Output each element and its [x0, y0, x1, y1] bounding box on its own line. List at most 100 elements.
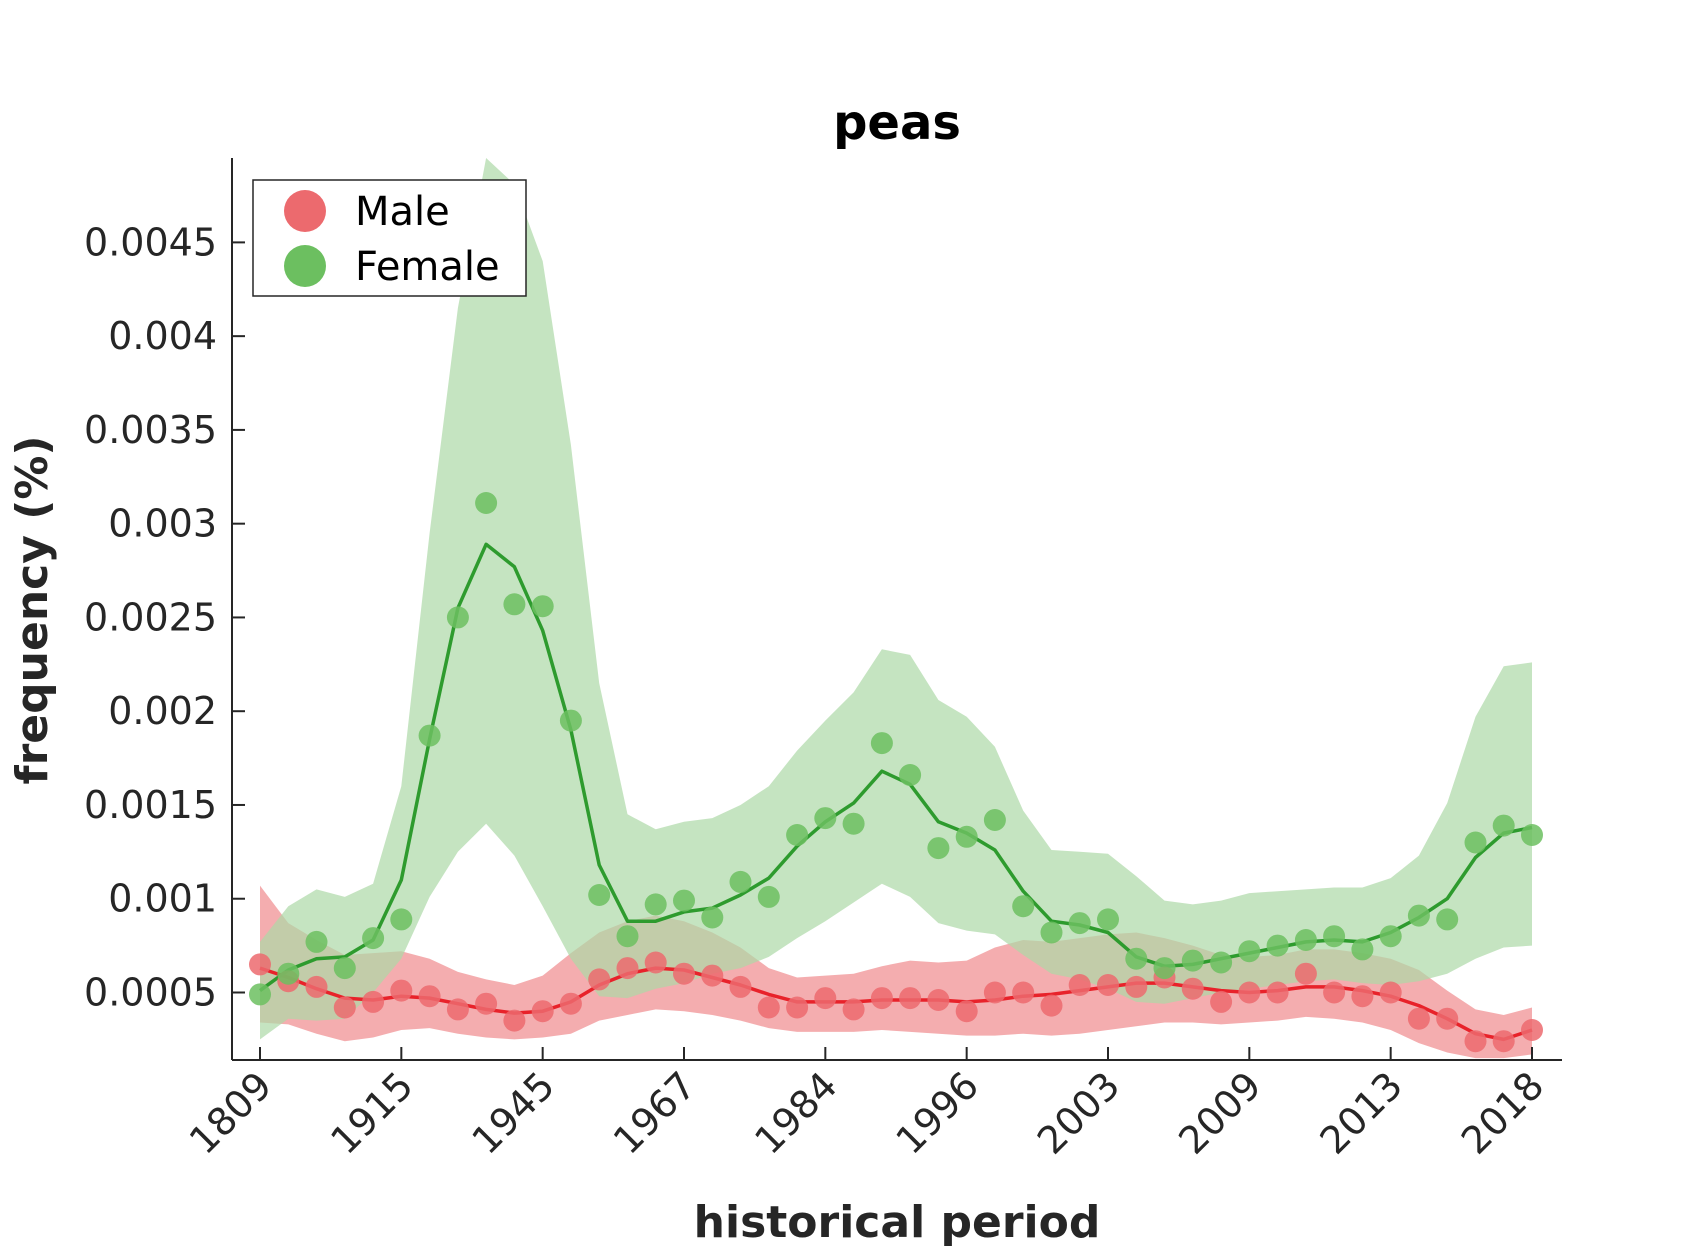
female-data-point — [1181, 949, 1204, 972]
female-data-point — [446, 606, 469, 629]
y-tick-label: 0.004 — [108, 314, 217, 358]
female-data-point — [1351, 938, 1374, 961]
male-data-point — [588, 968, 611, 991]
female-data-point — [1153, 957, 1176, 980]
male-data-point — [983, 981, 1006, 1004]
legend-marker-male — [284, 190, 326, 232]
male-data-point — [1464, 1030, 1487, 1053]
x-tick-label: 2003 — [1029, 1063, 1129, 1163]
female-data-point — [1521, 824, 1543, 846]
female-data-point — [983, 809, 1006, 831]
x-tick-label: 1915 — [322, 1063, 422, 1163]
male-data-point — [475, 992, 498, 1015]
male-data-point — [1521, 1019, 1543, 1041]
male-data-point — [1407, 1007, 1430, 1030]
female-data-point — [814, 807, 837, 830]
male-data-point — [1238, 981, 1261, 1004]
x-tick-label: 1967 — [605, 1063, 705, 1163]
female-data-point — [842, 812, 865, 835]
female-data-point — [786, 824, 809, 846]
female-data-point — [757, 885, 780, 908]
x-tick-label: 1809 — [181, 1063, 281, 1163]
legend: Male Female — [252, 179, 527, 297]
male-data-point — [616, 957, 639, 980]
male-data-point — [1125, 975, 1148, 998]
male-data-point — [305, 975, 328, 998]
male-data-point — [1012, 981, 1035, 1004]
x-tick-label: 2009 — [1170, 1063, 1270, 1163]
female-data-point — [418, 724, 441, 747]
male-data-point — [842, 998, 865, 1021]
male-data-point — [786, 996, 809, 1019]
female-data-point — [673, 889, 695, 912]
female-data-point — [1379, 925, 1402, 948]
x-tick-label: 1996 — [888, 1063, 988, 1163]
female-data-point — [362, 927, 385, 950]
male-data-point — [559, 992, 582, 1015]
male-trend-line — [259, 966, 1533, 1042]
male-data-point — [1210, 990, 1233, 1013]
female-data-point — [870, 732, 893, 755]
male-data-point — [503, 1009, 526, 1032]
male-data-point — [644, 951, 667, 974]
male-data-point — [757, 996, 780, 1019]
male-data-point — [870, 987, 893, 1010]
female-data-point — [1125, 947, 1148, 970]
male-data-point — [701, 964, 724, 987]
y-tick-label: 0.0005 — [84, 970, 217, 1014]
female-data-point — [1068, 912, 1091, 935]
x-tick-label: 2013 — [1312, 1063, 1412, 1163]
female-data-point — [1210, 951, 1233, 974]
y-tick-label: 0.0025 — [84, 595, 217, 639]
male-data-point — [1323, 981, 1346, 1004]
male-data-point — [927, 989, 950, 1011]
female-data-point — [249, 983, 271, 1006]
female-data-point — [588, 884, 611, 906]
male-data-point — [673, 962, 695, 985]
y-tick-label: 0.003 — [108, 502, 217, 546]
male-data-point — [333, 996, 356, 1019]
female-data-point — [475, 492, 498, 514]
male-data-point — [1436, 1007, 1459, 1030]
male-data-point — [1379, 981, 1402, 1004]
x-tick-label: 2018 — [1453, 1063, 1553, 1163]
x-ticks: 1809 1915 1945 1967 1984 1996 2003 2009 2013 2018 — [181, 1047, 1553, 1163]
female-data-point — [701, 906, 724, 929]
female-data-point — [729, 870, 752, 893]
male-data-point — [1492, 1030, 1515, 1053]
female-data-point — [333, 957, 356, 980]
male-data-point — [1040, 994, 1063, 1017]
y-tick-label: 0.001 — [108, 877, 217, 921]
male-data-point — [955, 1000, 978, 1023]
legend-label-female: Female — [355, 244, 500, 290]
female-data-point — [1407, 904, 1430, 927]
confidence-bands — [260, 158, 1532, 1059]
male-data-point — [390, 979, 413, 1002]
y-tick-label: 0.0035 — [84, 408, 217, 452]
male-data-point — [1068, 974, 1091, 996]
x-axis-title: historical period — [694, 1197, 1101, 1246]
female-data-point — [559, 709, 582, 732]
male-data-point — [899, 987, 922, 1010]
male-data-point — [362, 990, 385, 1013]
male-data-point — [814, 987, 837, 1010]
female-data-point — [927, 837, 950, 860]
y-ticks: 0.0005 0.001 0.0015 0.002 0.0025 0.003 0.0035 0… — [84, 220, 245, 1014]
female-data-point — [1040, 921, 1063, 944]
female-data-point — [1294, 929, 1317, 951]
y-tick-label: 0.0015 — [84, 783, 217, 827]
female-data-point — [390, 908, 413, 931]
male-data-point — [446, 998, 469, 1021]
data-points — [249, 492, 1543, 1053]
male-data-point — [1351, 985, 1374, 1008]
male-data-point — [249, 953, 271, 976]
x-tick-label: 1945 — [464, 1063, 564, 1163]
female-data-point — [1012, 895, 1035, 918]
female-data-point — [899, 764, 922, 786]
plot-area — [249, 158, 1543, 1059]
trend-lines — [258, 542, 1533, 1042]
x-tick-label: 1984 — [746, 1063, 846, 1163]
male-data-point — [1294, 962, 1317, 985]
female-confidence-band — [260, 158, 1532, 1040]
